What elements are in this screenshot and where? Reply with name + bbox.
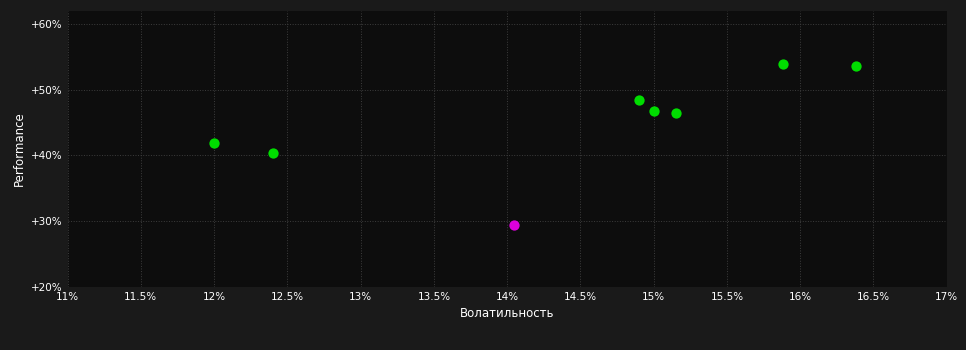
Point (507, 222, 523, 228)
Y-axis label: Performance: Performance (13, 111, 25, 186)
Point (775, 62, 790, 67)
X-axis label: Волатильность: Волатильность (460, 307, 554, 320)
Point (207, 141, 222, 146)
Point (631, 97, 646, 103)
Point (265, 150, 280, 156)
Point (848, 63, 864, 69)
Point (646, 108, 662, 113)
Point (668, 110, 683, 116)
